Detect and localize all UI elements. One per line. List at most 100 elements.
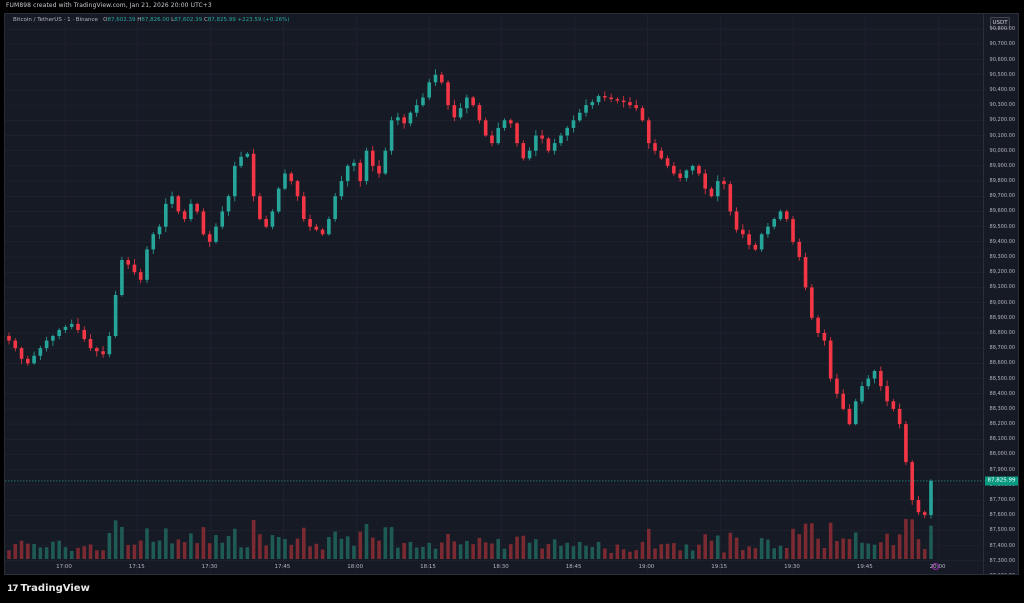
candle-body bbox=[540, 135, 544, 139]
volume-bar bbox=[101, 550, 105, 559]
candle-body bbox=[684, 170, 689, 179]
candle-body bbox=[722, 181, 726, 185]
legend-low: 87,602.39 bbox=[174, 17, 203, 23]
volume-bar bbox=[621, 549, 626, 559]
y-tick-label: 89,900.00 bbox=[989, 162, 1015, 169]
volume-bar bbox=[182, 542, 187, 559]
candle-body bbox=[621, 100, 626, 103]
volume-bar bbox=[38, 547, 43, 559]
candle-body bbox=[189, 203, 193, 220]
scroll-to-realtime-button[interactable] bbox=[932, 563, 939, 570]
candle-body bbox=[239, 156, 243, 166]
candle-body bbox=[929, 480, 933, 515]
candle-body bbox=[383, 150, 388, 174]
volume-bar bbox=[421, 546, 425, 559]
volume-bar bbox=[534, 539, 538, 559]
y-tick-label: 89,700.00 bbox=[989, 193, 1015, 200]
volume-bar bbox=[164, 528, 168, 559]
volume-bar bbox=[207, 543, 212, 559]
legend-high: 87,826.00 bbox=[141, 17, 170, 23]
candle-body bbox=[709, 188, 714, 197]
volume-bar bbox=[803, 523, 808, 559]
volume-bar bbox=[722, 552, 726, 559]
volume-bar bbox=[659, 544, 664, 559]
candle-body bbox=[232, 165, 237, 197]
x-tick-label: 18:30 bbox=[492, 564, 509, 570]
volume-bar bbox=[759, 538, 764, 559]
candle-body bbox=[207, 234, 212, 242]
volume-bar bbox=[113, 520, 118, 559]
volume-bar bbox=[590, 546, 595, 559]
volume-bar bbox=[402, 542, 406, 559]
y-tick-label: 90,300.00 bbox=[989, 102, 1015, 109]
volume-bar bbox=[452, 541, 457, 559]
volume-bar bbox=[26, 543, 30, 559]
volume-bar bbox=[446, 533, 450, 559]
candle-body bbox=[82, 329, 87, 340]
candle-body bbox=[458, 108, 463, 118]
candle-body bbox=[609, 97, 613, 100]
candle-body bbox=[803, 257, 808, 288]
candlestick-plot[interactable] bbox=[5, 14, 985, 575]
candle-body bbox=[772, 219, 776, 227]
symbol-legend: Bitcoin / TetherUS · 1 · Binance O87,602… bbox=[13, 17, 290, 23]
y-tick-label: 87,500.00 bbox=[989, 527, 1015, 534]
volume-bar bbox=[477, 537, 482, 559]
volume-bar bbox=[678, 550, 682, 559]
volume-bar bbox=[929, 525, 933, 559]
y-tick-label: 90,400.00 bbox=[989, 86, 1015, 93]
volume-bar bbox=[609, 552, 613, 559]
volume-bar bbox=[521, 535, 526, 559]
volume-bar bbox=[396, 547, 400, 559]
volume-bar bbox=[508, 544, 513, 559]
candle-body bbox=[245, 153, 250, 157]
candle-body bbox=[396, 117, 400, 121]
volume-bar bbox=[922, 549, 927, 559]
volume-bar bbox=[665, 543, 670, 559]
candle-body bbox=[922, 512, 927, 515]
candle-body bbox=[358, 162, 363, 182]
currency-button[interactable]: USDT bbox=[990, 17, 1010, 29]
y-tick-label: 88,400.00 bbox=[989, 390, 1015, 397]
volume-bar bbox=[835, 540, 839, 559]
chart-panel[interactable]: Bitcoin / TetherUS · 1 · Binance O87,602… bbox=[4, 13, 1019, 575]
volume-bar bbox=[120, 526, 124, 559]
volume-bar bbox=[546, 544, 551, 559]
x-tick-label: 17:15 bbox=[128, 564, 145, 570]
volume-bar bbox=[126, 544, 130, 559]
price-scale[interactable]: USDT 90,800.00 90,700.00 90,600.00 90,500.0… bbox=[983, 14, 1018, 574]
candle-body bbox=[145, 249, 149, 280]
volume-bar bbox=[885, 533, 889, 559]
candle-body bbox=[57, 329, 61, 337]
candle-body bbox=[690, 165, 695, 171]
volume-bar bbox=[828, 522, 833, 559]
tradingview-brand: 17 TradingView bbox=[7, 583, 90, 594]
y-tick-label: 90,500.00 bbox=[989, 71, 1015, 78]
candle-body bbox=[201, 211, 206, 235]
candle-body bbox=[653, 143, 657, 151]
volume-bar bbox=[433, 548, 438, 559]
candle-body bbox=[226, 196, 231, 212]
volume-bar bbox=[345, 536, 350, 559]
volume-bar bbox=[270, 535, 275, 559]
volume-bar bbox=[95, 550, 99, 559]
volume-bar bbox=[596, 541, 601, 559]
volume-bar bbox=[283, 538, 287, 559]
volume-bar bbox=[327, 536, 331, 559]
chart-caption: FUM898 created with TradingView.com, Jan… bbox=[6, 2, 212, 9]
volume-bar bbox=[339, 538, 344, 559]
volume-bar bbox=[51, 541, 55, 559]
candle-body bbox=[847, 408, 852, 425]
volume-bar bbox=[226, 536, 231, 559]
volume-bar bbox=[7, 550, 11, 559]
candle-body bbox=[703, 173, 708, 189]
candle-body bbox=[38, 348, 43, 356]
volume-bar bbox=[841, 538, 845, 559]
volume-bar bbox=[490, 543, 494, 559]
y-tick-label: 90,000.00 bbox=[989, 147, 1015, 154]
volume-bar bbox=[897, 534, 902, 559]
x-tick-label: 20:00 bbox=[929, 564, 946, 570]
volume-bar bbox=[634, 550, 639, 559]
x-tick-label: 18:45 bbox=[565, 564, 582, 570]
candle-body bbox=[697, 165, 701, 174]
